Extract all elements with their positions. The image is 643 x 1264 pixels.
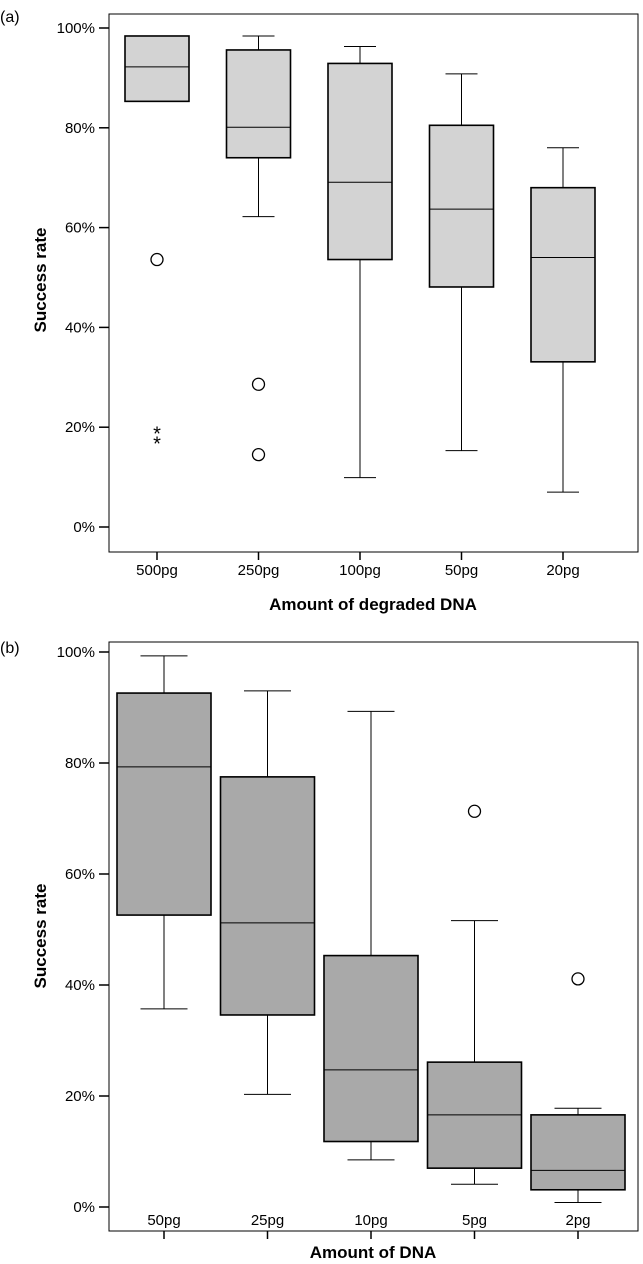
x-tick-label: 20pg bbox=[546, 562, 579, 579]
x-tick-label: 50pg bbox=[147, 1212, 180, 1229]
outlier-point bbox=[467, 804, 482, 818]
y-tick-label: 80% bbox=[65, 120, 95, 137]
box-iqr bbox=[428, 124, 495, 288]
y-tick-label: 0% bbox=[73, 1199, 95, 1216]
y-tick-label: 100% bbox=[57, 644, 95, 661]
extreme-point: * bbox=[153, 424, 161, 446]
panel-label: (a) bbox=[0, 9, 20, 26]
y-tick-label: 40% bbox=[65, 319, 95, 336]
x-tick-label: 10pg bbox=[354, 1212, 387, 1229]
box-2pg bbox=[530, 972, 626, 1204]
extreme-point: * bbox=[153, 434, 161, 456]
panel-b: (b) Success rate Amount of DNA 0% 20% 40% 6… bbox=[0, 640, 639, 1262]
panel-a-marks: 0% 20% 40% 60% 80% 100% 500pg ** 250pg 100pg 50pg 2… bbox=[57, 20, 596, 579]
x-tick-label: 50pg bbox=[445, 562, 478, 579]
panel-a: (a) Success rate Amount of degraded DNA … bbox=[0, 9, 639, 614]
box-250pg bbox=[225, 35, 292, 462]
outlier-point bbox=[150, 252, 164, 267]
y-axis-title: Success rate bbox=[31, 228, 50, 333]
y-tick-label: 60% bbox=[65, 866, 95, 883]
x-tick-label: 2pg bbox=[565, 1212, 590, 1229]
x-tick-label: 500pg bbox=[136, 562, 178, 579]
box-iqr bbox=[530, 1114, 626, 1191]
x-axis-title: Amount of degraded DNA bbox=[269, 595, 477, 614]
panel-label: (b) bbox=[0, 640, 20, 657]
x-tick-label: 100pg bbox=[339, 562, 381, 579]
x-axis-title: Amount of DNA bbox=[310, 1243, 437, 1262]
y-tick-label: 0% bbox=[73, 519, 95, 536]
panel-b-marks: 0% 20% 40% 60% 80% 100% 50pg 25pg 10pg 5pg 2pg bbox=[57, 644, 626, 1239]
box-50pg bbox=[428, 73, 495, 452]
box-iqr bbox=[323, 954, 419, 1143]
y-tick-label: 80% bbox=[65, 755, 95, 772]
y-tick-label: 20% bbox=[65, 419, 95, 436]
box-20pg bbox=[530, 147, 596, 493]
box-iqr bbox=[124, 35, 190, 103]
box-500pg: ** bbox=[124, 35, 190, 456]
y-tick-label: 20% bbox=[65, 1088, 95, 1105]
plot-frame bbox=[108, 641, 639, 1232]
outlier-point bbox=[251, 447, 266, 462]
box-iqr bbox=[225, 49, 292, 159]
y-tick-label: 60% bbox=[65, 220, 95, 237]
x-tick-label: 5pg bbox=[462, 1212, 487, 1229]
x-tick-label: 250pg bbox=[238, 562, 280, 579]
y-axis-title: Success rate bbox=[31, 884, 50, 989]
box-iqr bbox=[530, 186, 596, 363]
box-100pg bbox=[327, 45, 393, 479]
box-50pg bbox=[116, 655, 212, 1010]
outlier-point bbox=[251, 377, 266, 391]
outlier-point bbox=[571, 972, 585, 986]
plot-frame bbox=[108, 13, 639, 553]
y-tick-label: 100% bbox=[57, 20, 95, 37]
box-iqr bbox=[116, 692, 212, 916]
box-25pg bbox=[219, 690, 316, 1095]
x-tick-label: 25pg bbox=[251, 1212, 284, 1229]
box-10pg bbox=[323, 710, 419, 1161]
box-iqr bbox=[327, 62, 393, 261]
y-tick-label: 40% bbox=[65, 977, 95, 994]
box-5pg bbox=[426, 804, 523, 1185]
box-iqr bbox=[219, 776, 316, 1016]
